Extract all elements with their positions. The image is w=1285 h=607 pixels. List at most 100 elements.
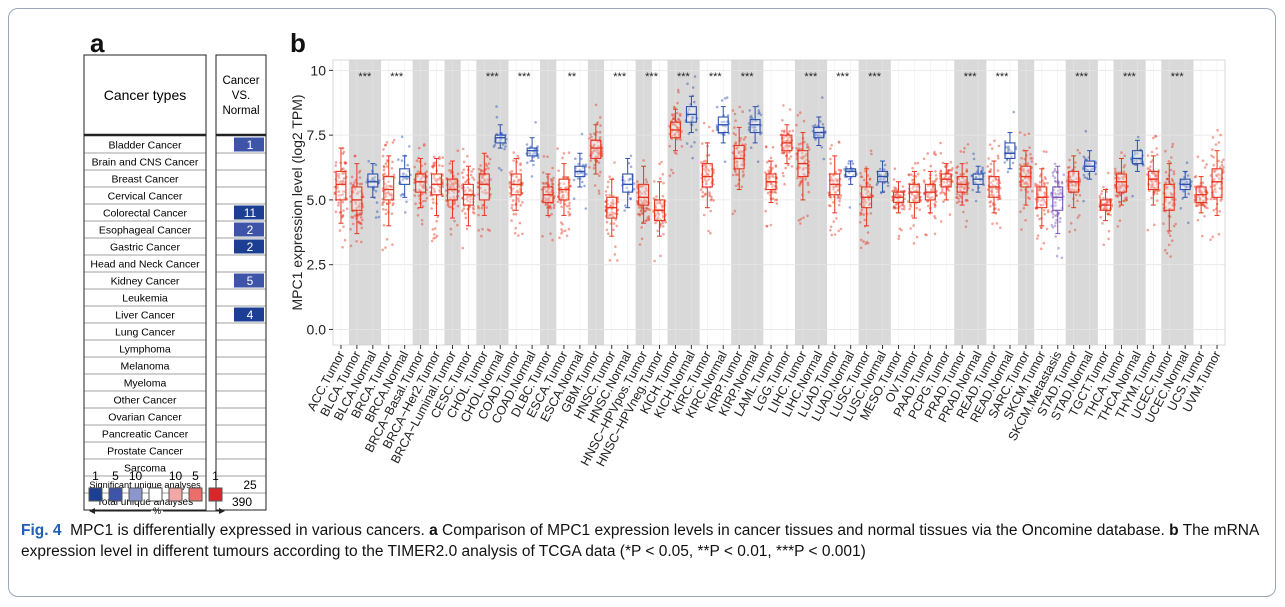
data-point bbox=[996, 154, 1000, 158]
data-point bbox=[401, 192, 404, 196]
data-point bbox=[656, 229, 659, 233]
data-point bbox=[454, 182, 458, 185]
data-point bbox=[1206, 206, 1209, 210]
data-point bbox=[933, 205, 937, 208]
data-point bbox=[674, 123, 677, 127]
data-point bbox=[397, 158, 400, 161]
data-point bbox=[508, 182, 512, 185]
data-point bbox=[546, 187, 550, 191]
data-point bbox=[957, 185, 961, 188]
data-point bbox=[1072, 172, 1075, 176]
data-point bbox=[1114, 194, 1118, 197]
data-point bbox=[1172, 224, 1176, 228]
data-point bbox=[927, 192, 931, 196]
data-point bbox=[786, 144, 789, 147]
data-point bbox=[1119, 186, 1123, 189]
data-point bbox=[957, 200, 961, 203]
data-point bbox=[553, 195, 556, 198]
data-point bbox=[567, 176, 570, 179]
cancer-type-label: Liver Cancer bbox=[115, 310, 175, 322]
data-point bbox=[493, 143, 497, 147]
data-point bbox=[1038, 180, 1042, 184]
data-point bbox=[741, 163, 744, 167]
box-body bbox=[1131, 150, 1143, 165]
data-point bbox=[897, 194, 901, 197]
data-point bbox=[1212, 208, 1216, 212]
data-point bbox=[355, 240, 358, 243]
data-point bbox=[1059, 192, 1063, 195]
data-point bbox=[469, 189, 472, 192]
data-point bbox=[479, 164, 482, 167]
box-body bbox=[1147, 170, 1159, 191]
data-point bbox=[386, 191, 390, 194]
data-point bbox=[865, 240, 868, 244]
data-point bbox=[456, 149, 460, 153]
data-point bbox=[551, 238, 554, 242]
data-point bbox=[561, 194, 564, 197]
data-point bbox=[477, 206, 481, 210]
data-point bbox=[991, 188, 994, 191]
data-point bbox=[703, 193, 707, 196]
data-point bbox=[947, 184, 950, 187]
data-point bbox=[897, 237, 900, 240]
data-point bbox=[1074, 161, 1077, 164]
data-point bbox=[735, 160, 739, 164]
data-point bbox=[868, 203, 871, 206]
data-point bbox=[767, 177, 771, 180]
data-point bbox=[1059, 217, 1062, 220]
data-point bbox=[418, 146, 421, 150]
data-point bbox=[1154, 174, 1158, 178]
data-point bbox=[748, 109, 751, 112]
data-point bbox=[583, 184, 586, 188]
data-point bbox=[548, 204, 552, 208]
data-point bbox=[487, 167, 490, 170]
compare-box bbox=[215, 54, 267, 511]
data-point bbox=[453, 202, 457, 205]
data-point bbox=[374, 163, 378, 167]
data-point bbox=[994, 207, 997, 210]
data-point bbox=[892, 189, 895, 192]
data-point bbox=[958, 194, 961, 197]
data-point bbox=[913, 194, 916, 198]
data-point bbox=[375, 201, 379, 204]
data-point bbox=[1005, 158, 1009, 162]
data-point bbox=[476, 205, 480, 208]
analysis-count-value: 2 bbox=[247, 240, 254, 254]
data-point bbox=[1043, 209, 1046, 212]
data-point bbox=[399, 194, 403, 197]
data-point bbox=[1193, 198, 1197, 202]
data-point bbox=[612, 202, 615, 206]
data-point bbox=[432, 237, 435, 240]
data-point bbox=[690, 145, 693, 148]
data-point bbox=[1071, 174, 1075, 177]
data-point bbox=[476, 185, 480, 189]
data-point bbox=[599, 170, 602, 174]
data-point bbox=[1044, 192, 1047, 195]
data-point bbox=[559, 201, 562, 205]
data-point bbox=[788, 130, 791, 133]
data-point bbox=[766, 191, 770, 195]
data-point bbox=[1040, 226, 1043, 229]
data-point bbox=[1198, 196, 1202, 199]
data-point bbox=[1194, 204, 1198, 208]
data-point bbox=[965, 199, 968, 202]
data-point bbox=[749, 116, 752, 119]
data-point bbox=[709, 209, 712, 213]
data-point bbox=[344, 162, 348, 165]
data-point bbox=[1028, 197, 1031, 200]
data-point bbox=[674, 132, 677, 135]
data-point bbox=[613, 212, 616, 215]
data-point bbox=[597, 192, 601, 195]
box-group bbox=[699, 121, 715, 235]
data-point bbox=[687, 108, 691, 111]
data-point bbox=[532, 152, 535, 156]
data-point bbox=[525, 143, 529, 146]
data-point bbox=[1171, 142, 1175, 146]
data-point bbox=[1171, 198, 1174, 201]
box-group bbox=[1178, 161, 1193, 225]
data-point bbox=[596, 148, 600, 151]
box-group bbox=[460, 147, 476, 250]
data-point bbox=[799, 156, 802, 160]
data-point bbox=[733, 126, 736, 129]
data-point bbox=[596, 155, 599, 158]
